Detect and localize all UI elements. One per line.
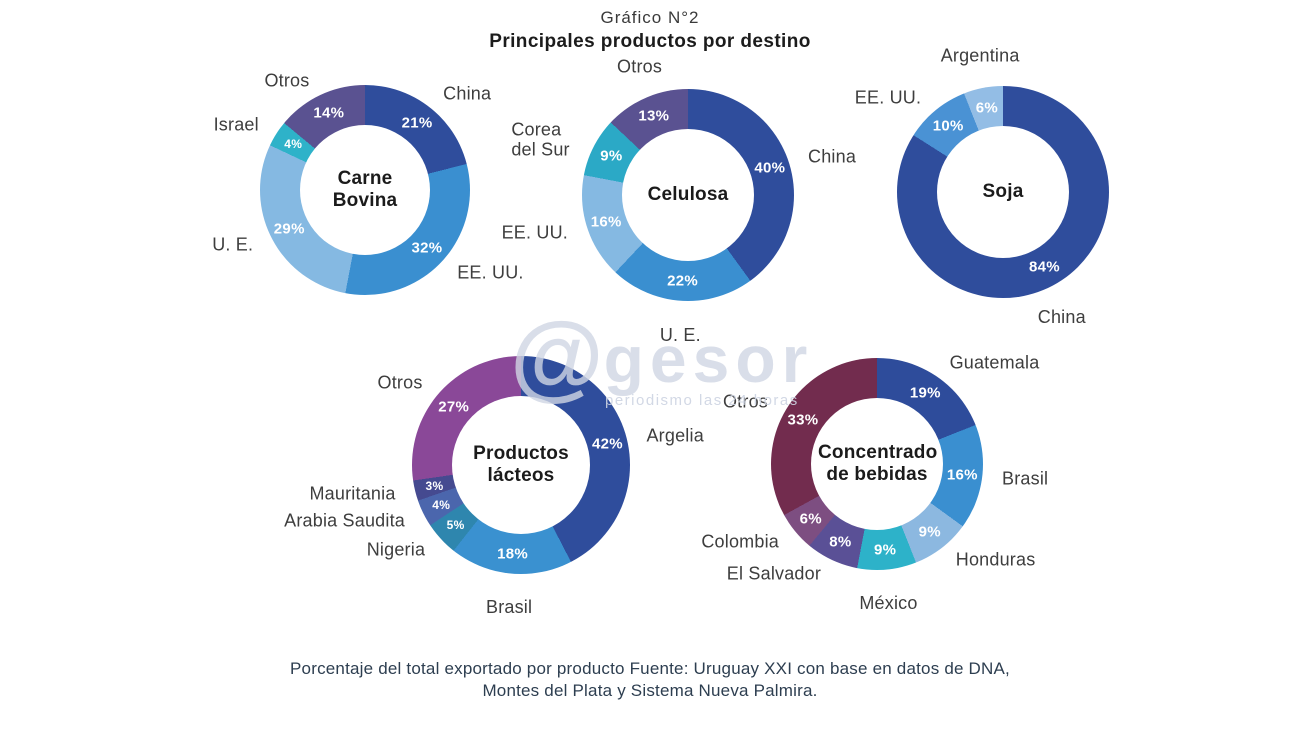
slice-label-otros: Otros <box>264 70 310 91</box>
slice-label-ee-uu: EE. UU. <box>854 87 922 108</box>
slice-value-arabia-saudita: 4% <box>432 497 451 512</box>
slice-value-otros: 13% <box>638 107 670 125</box>
slice-value-brasil: 18% <box>497 545 528 563</box>
donut-title: Carne Bovina <box>332 167 398 211</box>
slice-label-mauritania: Mauritania <box>309 484 396 505</box>
donut-soja: Soja 84% China 10% EE. UU. 6% Argentina <box>855 45 1109 327</box>
donut-celulosa: Celulosa 40% China 22% U. E. 16% EE. UU. 9% Core… <box>502 56 856 344</box>
donut-hole: Celulosa <box>622 129 754 261</box>
donut-hole: Concentrado de bebidas <box>811 398 943 530</box>
slice-label-china: China <box>443 84 492 105</box>
slice-label-brasil: Brasil <box>1002 468 1049 489</box>
slice-value-ee-uu: 10% <box>932 117 964 135</box>
slice-label-ee-uu: EE. UU. <box>457 262 524 283</box>
donut-productos-l-cteos: Productos lácteos 42% Argelia 18% Brasil 5% Ni… <box>284 356 704 617</box>
donut-hole: Productos lácteos <box>452 396 590 534</box>
slice-value-corea-del-sur: 9% <box>600 147 623 165</box>
donut-concentrado-de-bebidas: Concentrado de bebidas 19% Guatemala 16% Bra… <box>701 353 1048 614</box>
slice-label-nigeria: Nigeria <box>366 539 426 560</box>
slice-value-otros: 33% <box>787 411 819 429</box>
source-note-line1: Porcentaje del total exportado por produ… <box>290 659 1010 678</box>
donut-title: Concentrado de bebidas <box>818 441 938 485</box>
slice-value-colombia: 6% <box>799 510 822 528</box>
slice-label-israel: Israel <box>213 114 259 135</box>
slice-label-otros: Otros <box>722 391 768 412</box>
donut-title: Productos lácteos <box>473 442 569 486</box>
slice-value-el-salvador: 8% <box>829 533 852 551</box>
slice-label-ee-uu: EE. UU. <box>501 222 568 243</box>
slice-label-el-salvador: El Salvador <box>726 564 822 585</box>
donut-hole: Soja <box>937 126 1069 258</box>
slice-value-u-e: 29% <box>273 220 305 238</box>
slice-label-argelia: Argelia <box>646 425 704 446</box>
donut-title: Soja <box>982 180 1024 202</box>
slice-value-china: 84% <box>1028 258 1060 276</box>
donut-hole: Carne Bovina <box>300 125 430 255</box>
slice-value-ee-uu: 16% <box>590 213 622 231</box>
slice-label-otros: Otros <box>617 56 663 77</box>
slice-value-nigeria: 5% <box>446 518 465 533</box>
donut-carne-bovina: Carne Bovina 21% China 32% EE. UU. 29% U. E. 4%… <box>212 70 523 295</box>
chart-header: Gráfico N°2 Principales productos por de… <box>0 8 1300 53</box>
slice-value-u-e: 22% <box>667 272 699 290</box>
slice-label-colombia: Colombia <box>701 531 779 552</box>
slice-value-argentina: 6% <box>975 99 999 117</box>
slice-value-otros: 27% <box>438 398 470 416</box>
chart-number: Gráfico N°2 <box>600 8 700 27</box>
chart-title: Principales productos por destino <box>489 31 811 52</box>
slice-value-argelia: 42% <box>592 435 623 453</box>
slice-label-argentina: Argentina <box>940 45 1020 66</box>
slice-value-mauritania: 3% <box>425 478 444 493</box>
slice-label-otros: Otros <box>377 372 423 393</box>
slice-value-m-xico: 9% <box>873 541 897 559</box>
source-note: Porcentaje del total exportado por produ… <box>0 658 1300 702</box>
slice-label-u-e: U. E. <box>659 324 701 345</box>
slice-label-china: China <box>1037 306 1086 327</box>
slice-label-brasil: Brasil <box>486 597 533 618</box>
slice-label-honduras: Honduras <box>955 550 1036 571</box>
slice-label-arabia-saudita: Arabia Saudita <box>284 510 406 531</box>
slice-value-israel: 4% <box>284 137 303 152</box>
donut-title: Celulosa <box>647 183 729 205</box>
slice-label-corea-del-sur: Corea del Sur <box>511 118 570 160</box>
slice-value-china: 21% <box>401 114 433 132</box>
slice-value-honduras: 9% <box>918 523 941 541</box>
slice-value-guatemala: 19% <box>909 384 941 402</box>
slice-value-china: 40% <box>754 159 786 177</box>
slice-label-m-xico: México <box>859 593 918 614</box>
slice-value-otros: 14% <box>313 104 345 122</box>
slice-value-brasil: 16% <box>946 466 978 484</box>
slice-label-china: China <box>808 146 857 167</box>
slice-label-guatemala: Guatemala <box>949 352 1040 373</box>
source-note-line2: Montes del Plata y Sistema Nueva Palmira… <box>482 680 818 700</box>
slice-label-u-e: U. E. <box>212 234 254 255</box>
slice-value-ee-uu: 32% <box>411 239 443 257</box>
